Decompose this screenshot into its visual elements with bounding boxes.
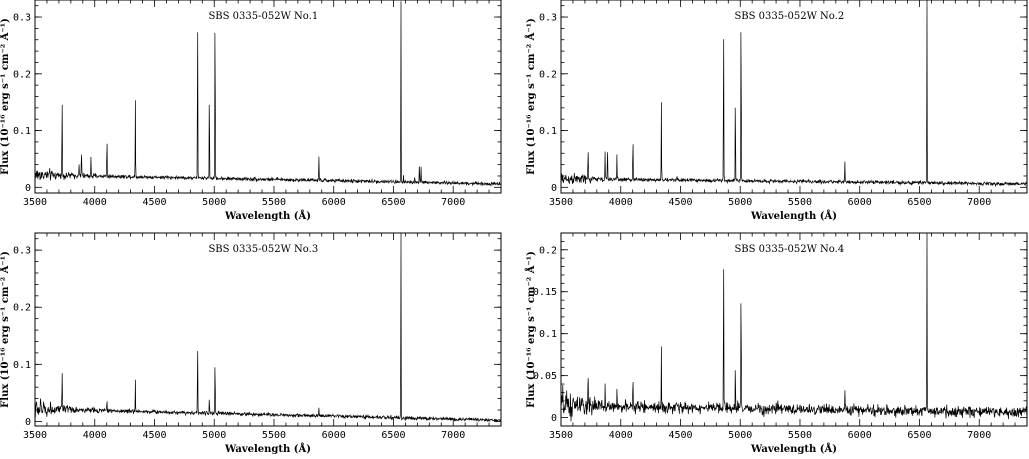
spectrum-series — [561, 0, 1027, 188]
x-tick-label: 6000 — [322, 197, 346, 208]
spectrum-series — [561, 233, 1027, 422]
y-tick-label: 0 — [25, 183, 31, 194]
x-tick-label: 6500 — [907, 430, 931, 441]
x-tick-label: 6000 — [848, 430, 872, 441]
panel-3: 3500 4000 4500 5000 5500 6000 6500 7000 0 0.1 0.2 0… — [0, 232, 502, 455]
x-axis-label: Wavelength (Å) — [750, 443, 837, 455]
panel-2: 3500 4000 4500 5000 5500 6000 6500 7000 0 0.1 0.2 0… — [525, 0, 1028, 222]
x-tick-label: 3500 — [23, 197, 47, 208]
y-tick-label: 0 — [25, 417, 31, 428]
panel-title: SBS 0335-052W No.4 — [734, 244, 844, 255]
y-tick-label: 0.1 — [13, 360, 31, 371]
x-tick-label: 5000 — [202, 430, 226, 441]
y-tick-label: 0.3 — [539, 13, 557, 24]
y-tick-label: 0.1 — [13, 126, 31, 137]
panel-title: SBS 0335-052W No.2 — [734, 11, 844, 22]
y-tick-label: 0.1 — [539, 329, 557, 340]
x-tick-label: 4000 — [609, 430, 633, 441]
x-tick-label: 5500 — [788, 430, 812, 441]
axes-frame — [34, 232, 502, 427]
y-axis-label: Flux (10⁻¹⁶ erg s⁻¹ cm⁻² Å⁻¹) — [525, 18, 537, 175]
x-tick-label: 5000 — [202, 197, 226, 208]
y-tick-label: 0.2 — [13, 69, 31, 80]
x-tick-label: 5500 — [262, 197, 286, 208]
y-tick-label: 0 — [551, 413, 557, 424]
axes-frame — [34, 0, 502, 194]
x-tick-label: 7000 — [441, 430, 465, 441]
x-tick-label: 5500 — [788, 197, 812, 208]
y-tick-label: 0.3 — [13, 246, 31, 257]
x-tick-label: 7000 — [967, 197, 991, 208]
y-tick-label: 0.3 — [13, 13, 31, 24]
panel-title: SBS 0335-052W No.3 — [208, 244, 318, 255]
x-tick-label: 3500 — [549, 430, 573, 441]
axes-frame — [560, 232, 1028, 427]
x-tick-label: 4500 — [142, 197, 166, 208]
x-tick-label: 6500 — [907, 197, 931, 208]
y-tick-label: 0.2 — [539, 69, 557, 80]
y-axis-label: Flux (10⁻¹⁶ erg s⁻¹ cm⁻² Å⁻¹) — [525, 251, 537, 408]
x-tick-label: 4000 — [83, 197, 107, 208]
y-tick-label: 0.2 — [13, 303, 31, 314]
x-tick-label: 6500 — [381, 430, 405, 441]
x-tick-label: 7000 — [967, 430, 991, 441]
y-tick-label: 0.05 — [533, 371, 557, 382]
x-axis-label: Wavelength (Å) — [224, 210, 311, 222]
y-tick-label: 0.2 — [539, 245, 557, 256]
x-tick-label: 5500 — [262, 430, 286, 441]
x-tick-label: 4500 — [668, 430, 692, 441]
x-tick-label: 4000 — [609, 197, 633, 208]
x-tick-label: 4500 — [142, 430, 166, 441]
spectrum-series — [35, 233, 501, 423]
x-tick-label: 4500 — [668, 197, 692, 208]
x-tick-label: 3500 — [549, 197, 573, 208]
panel-1: 3500 4000 4500 5000 5500 6000 6500 7000 0 0.1 0.2 0… — [0, 0, 502, 222]
x-tick-label: 3500 — [23, 430, 47, 441]
y-axis-label: Flux (10⁻¹⁶ erg s⁻¹ cm⁻² Å⁻¹) — [0, 251, 11, 408]
x-tick-label: 5000 — [728, 430, 752, 441]
y-tick-label: 0.15 — [533, 287, 557, 298]
x-axis-label: Wavelength (Å) — [750, 210, 837, 222]
x-tick-label: 6000 — [322, 430, 346, 441]
y-axis-label: Flux (10⁻¹⁶ erg s⁻¹ cm⁻² Å⁻¹) — [0, 18, 11, 175]
x-tick-label: 7000 — [441, 197, 465, 208]
panel-title: SBS 0335-052W No.1 — [208, 11, 318, 22]
x-tick-label: 6500 — [381, 197, 405, 208]
panel-4: 3500 4000 4500 5000 5500 6000 6500 7000 0 0.05 0.1… — [525, 232, 1028, 455]
x-tick-label: 5000 — [728, 197, 752, 208]
x-axis-label: Wavelength (Å) — [224, 443, 311, 455]
y-tick-label: 0.1 — [539, 126, 557, 137]
x-tick-label: 6000 — [848, 197, 872, 208]
axes-frame — [560, 0, 1028, 194]
spectrum-series — [35, 1, 501, 187]
y-tick-label: 0 — [551, 183, 557, 194]
x-tick-label: 4000 — [83, 430, 107, 441]
